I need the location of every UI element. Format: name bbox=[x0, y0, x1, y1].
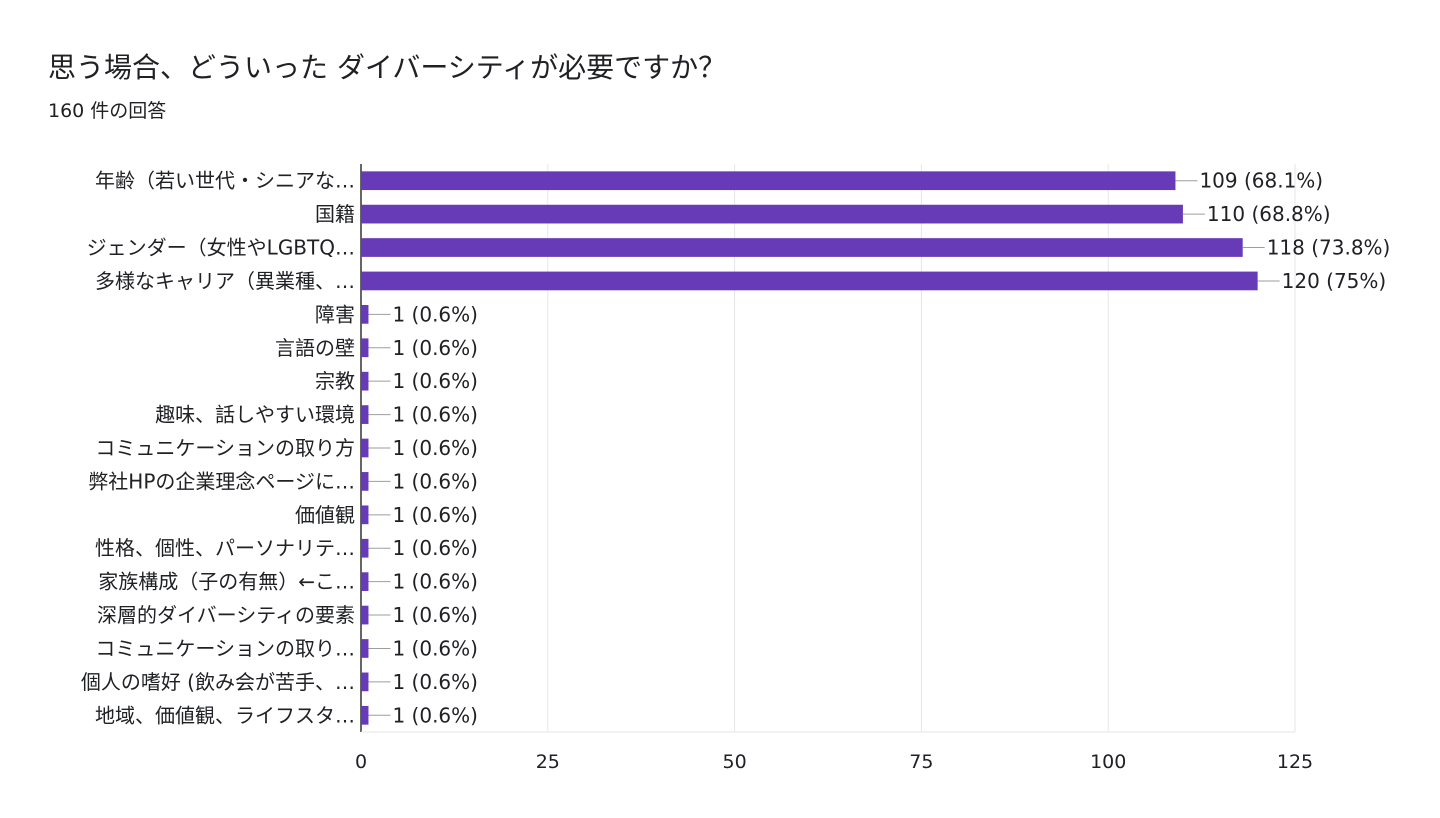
data-label: 110 (68.8%) bbox=[1207, 202, 1331, 226]
category-label: 年齢（若い世代・シニアな… bbox=[95, 169, 355, 193]
category-label: 障害 bbox=[315, 302, 355, 326]
bar bbox=[361, 304, 369, 324]
category-label: 深層的ダイバーシティの要素 bbox=[97, 603, 355, 627]
data-label: 1 (0.6%) bbox=[392, 636, 478, 660]
category-label: 多様なキャリア（異業種、… bbox=[95, 269, 355, 293]
bar bbox=[361, 371, 369, 391]
x-tick-label: 0 bbox=[355, 751, 367, 773]
x-tick-label: 50 bbox=[723, 751, 747, 773]
category-label: コミュニケーションの取り… bbox=[95, 636, 355, 660]
category-label: 性格、個性、パーソナリテ… bbox=[95, 536, 355, 560]
data-label: 1 (0.6%) bbox=[392, 503, 478, 527]
data-label: 1 (0.6%) bbox=[392, 570, 478, 594]
data-label: 1 (0.6%) bbox=[392, 302, 478, 326]
category-label: コミュニケーションの取り方 bbox=[95, 436, 355, 460]
data-label: 1 (0.6%) bbox=[392, 670, 478, 694]
category-label: 宗教 bbox=[315, 369, 355, 393]
category-label: 趣味、話しやすい環境 bbox=[155, 403, 355, 427]
category-label: 個人の嗜好 (飲み会が苦手、… bbox=[81, 670, 355, 694]
category-label: 弊社HPの企業理念ページに… bbox=[88, 469, 355, 493]
data-label: 1 (0.6%) bbox=[392, 369, 478, 393]
category-label: 国籍 bbox=[315, 202, 355, 226]
data-label: 1 (0.6%) bbox=[392, 403, 478, 427]
data-label: 1 (0.6%) bbox=[392, 336, 478, 360]
category-label: 価値観 bbox=[295, 503, 355, 527]
bar bbox=[361, 472, 369, 491]
data-label: 1 (0.6%) bbox=[392, 703, 478, 727]
data-label: 1 (0.6%) bbox=[392, 469, 478, 493]
bar bbox=[361, 438, 369, 458]
bar bbox=[361, 705, 369, 725]
x-tick-label: 100 bbox=[1090, 751, 1126, 773]
category-label: 家族構成（子の有無）←こ… bbox=[98, 570, 355, 594]
bar bbox=[361, 605, 369, 625]
category-label: 地域、価値観、ライフスタ… bbox=[95, 703, 355, 727]
bar bbox=[361, 238, 1243, 257]
bar bbox=[361, 505, 369, 525]
bar bbox=[361, 271, 1258, 291]
bar bbox=[361, 204, 1183, 224]
bar bbox=[361, 672, 369, 692]
response-count: 160 件の回答 bbox=[48, 100, 167, 122]
data-label: 1 (0.6%) bbox=[392, 436, 478, 460]
chart-title: 思う場合、どういった ダイバーシティが必要ですか？ bbox=[48, 51, 727, 84]
data-label: 1 (0.6%) bbox=[392, 603, 478, 627]
bar bbox=[361, 639, 369, 658]
bar bbox=[361, 171, 1176, 191]
x-tick-label: 25 bbox=[536, 751, 560, 773]
category-label: 言語の壁 bbox=[275, 336, 355, 360]
x-tick-label: 125 bbox=[1277, 751, 1313, 773]
bar bbox=[361, 405, 369, 424]
data-label: 120 (75%) bbox=[1282, 269, 1387, 293]
data-label: 1 (0.6%) bbox=[392, 536, 478, 560]
data-label: 109 (68.1%) bbox=[1199, 169, 1323, 193]
bar bbox=[361, 538, 369, 558]
bar bbox=[361, 572, 369, 592]
category-label: ジェンダー（女性やLGBTQ… bbox=[87, 236, 355, 260]
data-label: 118 (73.8%) bbox=[1267, 236, 1391, 260]
x-axis-ticks: 0 25 50 75 100 125 bbox=[355, 751, 1313, 773]
bar bbox=[361, 338, 369, 358]
x-tick-label: 75 bbox=[909, 751, 933, 773]
bars: 109 (68.1%) 110 (68.8%) 118 (73.8%) 120 (75… bbox=[361, 169, 1391, 727]
